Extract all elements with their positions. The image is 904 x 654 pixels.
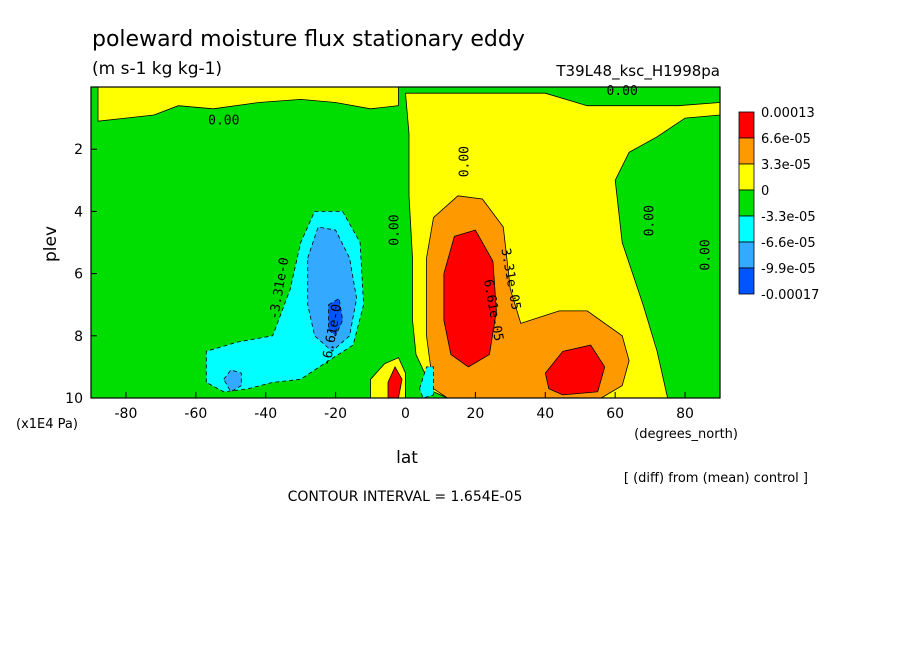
legend-swatch [738,241,755,269]
x-tick-label: 40 [536,406,554,422]
legend-swatch [738,189,755,217]
legend-label: 6.6e-05 [761,132,811,147]
colorbar-legend: 0.00013 6.6e-05 3.3e-05 0 -3.3e-05 -6.6e-05 -9… [738,106,819,303]
x-tick-label: -60 [184,406,207,422]
legend-label: -9.9e-05 [761,262,816,277]
contour-label-0: 0.00 [208,113,239,128]
x-axis-label: lat [396,448,418,468]
y-tick-label: 2 [74,142,83,158]
region-sh-dark-core [328,297,344,337]
x-tick-label: 60 [606,406,624,422]
legend-label: 0 [761,184,769,199]
y-tick-label: 4 [74,204,83,220]
region-nh-red-core [443,229,497,368]
region-upper-left-positive [97,87,399,122]
contour-label-5: 0.00 [699,239,714,270]
contour-label-1: 0.00 [388,214,403,245]
x-axis: -80 -60 -40 -20 0 20 40 60 80 [115,392,694,422]
plot-area: 0.000.000.000.000.000.003.31e-056.61e-05… [65,84,721,422]
x-tick-label: -80 [115,406,138,422]
legend-label: 3.3e-05 [761,158,811,173]
region-sh-blue [307,226,358,352]
region-tropical-red [387,366,403,398]
x-tick-label: 20 [466,406,484,422]
x-tick-label: 80 [676,406,694,422]
y-axis: 2 4 6 8 10 [65,142,97,407]
y-tick-label: 10 [65,391,83,407]
diff-note: [ (diff) from (mean) control ] [624,471,808,486]
chart-units: (m s-1 kg kg-1) [92,59,222,79]
legend-swatch [738,163,755,191]
x-tick-label: -20 [324,406,347,422]
legend-swatch [738,137,755,165]
y-axis-label: plev [41,226,61,262]
contour-label-3: 0.00 [606,84,637,99]
region-sh-blue-small [223,369,242,393]
x-tick-label: -40 [254,406,277,422]
run-label: T39L48_ksc_H1998pa [555,62,720,81]
chart-title: poleward moisture flux stationary eddy [92,27,525,52]
y-tick-label: 8 [74,329,83,345]
contour-interval: CONTOUR INTERVAL = 1.654E-05 [288,489,523,505]
region-tropical-cyan [419,366,434,398]
legend-label: 0.00013 [761,106,815,121]
x-tick-label: 0 [401,406,410,422]
x-axis-unit: (degrees_north) [634,427,738,442]
legend-swatch [738,267,755,295]
legend-label: -0.00017 [761,288,819,303]
region-nh-red-secondary [544,344,606,396]
contour-label-2: 0.00 [457,146,472,177]
y-tick-label: 6 [74,267,83,283]
legend-swatch [738,111,755,139]
filled-contours [91,87,720,398]
contour-label-4: 0.00 [643,205,658,236]
legend-label: -3.3e-05 [761,210,816,225]
legend-swatch [738,215,755,243]
y-axis-unit: (x1E4 Pa) [16,417,78,432]
legend-label: -6.6e-05 [761,236,816,251]
